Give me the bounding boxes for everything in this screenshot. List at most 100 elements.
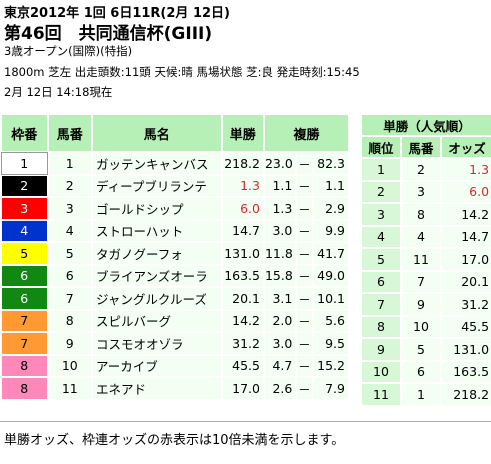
win-odds-cell: 14.2 <box>222 310 263 331</box>
place-odds-low-cell: 3.0 <box>264 220 296 241</box>
rank-cell: 2 <box>362 181 400 202</box>
odds-timestamp: 2月 12日 14:18現在 <box>4 85 113 99</box>
win-odds-cell: 20.1 <box>222 288 263 309</box>
odds-table-header: 枠番 馬番 馬名 単勝 複勝 <box>2 115 348 151</box>
place-odds-separator: － <box>297 243 312 264</box>
table-row: 8 11 エネアド 17.0 2.6 － 7.9 <box>2 378 348 399</box>
umaban-cell: 3 <box>48 198 92 219</box>
header-rank: 順位 <box>362 137 400 157</box>
place-odds-low-cell: 15.8 <box>264 265 296 286</box>
rank-umaban-cell: 9 <box>402 294 440 315</box>
rank-cell: 4 <box>362 226 400 247</box>
table-row: 2 2 ディープブリランテ 1.3 1.1 － 1.1 <box>2 175 348 196</box>
umaban-cell: 5 <box>48 243 92 264</box>
footer-divider <box>0 421 491 422</box>
place-odds-high-cell: 7.9 <box>313 378 348 399</box>
table-row: 3 3 ゴールドシップ 6.0 1.3 － 2.9 <box>2 198 348 219</box>
rank-umaban-cell: 10 <box>402 316 440 337</box>
place-odds-separator: － <box>297 153 312 174</box>
venue-date-line: 東京2012年 1回 6日11R(2月 12日) <box>4 6 230 21</box>
waku-cell: 3 <box>2 198 47 219</box>
place-odds-high-cell: 82.3 <box>313 153 348 174</box>
place-odds-high-cell: 15.2 <box>313 355 348 376</box>
win-odds-cell: 6.0 <box>222 198 263 219</box>
place-odds-separator: － <box>297 265 312 286</box>
place-odds-low-cell: 3.1 <box>264 288 296 309</box>
odds-table: 枠番 馬番 馬名 単勝 複勝 1 1 ガッテンキャンバス 218.2 23.0 － 82.3… <box>0 113 350 401</box>
rank-cell: 5 <box>362 249 400 270</box>
popularity-row: 7 9 31.2 <box>362 294 491 315</box>
rank-odds-cell: 14.7 <box>442 226 491 247</box>
win-odds-cell: 218.2 <box>222 153 263 174</box>
waku-cell: 5 <box>2 243 47 264</box>
horse-name-cell: タガノグーフォ <box>93 243 221 264</box>
popularity-row: 1 2 1.3 <box>362 159 491 180</box>
umaban-cell: 11 <box>48 378 92 399</box>
popularity-row: 9 5 131.0 <box>362 339 491 360</box>
popularity-table: 単勝（人気順） 順位 馬番 オッズ 1 2 1.3 2 3 6.0 3 8 14.2 4 4 14.7… <box>360 113 491 407</box>
popularity-row: 8 10 45.5 <box>362 316 491 337</box>
place-odds-low-cell: 2.6 <box>264 378 296 399</box>
horse-name-cell: スピルバーグ <box>93 310 221 331</box>
horse-name-cell: エネアド <box>93 378 221 399</box>
table-row: 6 7 ジャングルクルーズ 20.1 3.1 － 10.1 <box>2 288 348 309</box>
header-win: 単勝 <box>222 115 263 151</box>
rank-odds-cell: 14.2 <box>442 204 491 225</box>
place-odds-separator: － <box>297 378 312 399</box>
rank-umaban-cell: 8 <box>402 204 440 225</box>
place-odds-high-cell: 41.7 <box>313 243 348 264</box>
race-title: 第46回 共同通信杯(GIII) <box>4 24 213 44</box>
place-odds-separator: － <box>297 198 312 219</box>
table-row: 4 4 ストローハット 14.7 3.0 － 9.9 <box>2 220 348 241</box>
popularity-row: 10 6 163.5 <box>362 361 491 382</box>
rank-odds-cell: 6.0 <box>442 181 491 202</box>
place-odds-high-cell: 1.1 <box>313 175 348 196</box>
horse-name-cell: ジャングルクルーズ <box>93 288 221 309</box>
place-odds-separator: － <box>297 220 312 241</box>
rank-odds-cell: 1.3 <box>442 159 491 180</box>
place-odds-separator: － <box>297 310 312 331</box>
win-odds-cell: 1.3 <box>222 175 263 196</box>
table-row: 7 9 コスモオオゾラ 31.2 3.0 － 9.5 <box>2 333 348 354</box>
rank-umaban-cell: 6 <box>402 361 440 382</box>
header-odds: オッズ <box>442 137 491 157</box>
umaban-cell: 6 <box>48 265 92 286</box>
win-odds-cell: 163.5 <box>222 265 263 286</box>
rank-odds-cell: 131.0 <box>442 339 491 360</box>
umaban-cell: 2 <box>48 175 92 196</box>
umaban-cell: 9 <box>48 333 92 354</box>
rank-cell: 6 <box>362 271 400 292</box>
race-conditions: 3歳オープン(国際)(特指) <box>4 44 133 58</box>
rank-cell: 8 <box>362 316 400 337</box>
rank-odds-cell: 17.0 <box>442 249 491 270</box>
place-odds-high-cell: 5.6 <box>313 310 348 331</box>
place-odds-low-cell: 1.1 <box>264 175 296 196</box>
table-row: 7 8 スピルバーグ 14.2 2.0 － 5.6 <box>2 310 348 331</box>
win-odds-cell: 131.0 <box>222 243 263 264</box>
waku-cell: 1 <box>1 152 48 175</box>
rank-cell: 11 <box>362 384 400 405</box>
popularity-row: 6 7 20.1 <box>362 271 491 292</box>
rank-odds-cell: 45.5 <box>442 316 491 337</box>
rank-cell: 7 <box>362 294 400 315</box>
rank-cell: 9 <box>362 339 400 360</box>
umaban-cell: 7 <box>48 288 92 309</box>
popularity-title: 単勝（人気順） <box>362 115 491 135</box>
rank-umaban-cell: 3 <box>402 181 440 202</box>
place-odds-high-cell: 49.0 <box>313 265 348 286</box>
rank-umaban-cell: 2 <box>402 159 440 180</box>
popularity-row: 4 4 14.7 <box>362 226 491 247</box>
rank-cell: 1 <box>362 159 400 180</box>
place-odds-high-cell: 9.9 <box>313 220 348 241</box>
win-odds-cell: 17.0 <box>222 378 263 399</box>
race-details: 1800m 芝左 出走頭数:11頭 天候:晴 馬場状態 芝:良 発走時刻:15:… <box>4 65 360 79</box>
popularity-title-row: 単勝（人気順） <box>362 115 491 135</box>
place-odds-high-cell: 2.9 <box>313 198 348 219</box>
place-odds-separator: － <box>297 175 312 196</box>
waku-cell: 7 <box>2 333 47 354</box>
place-odds-low-cell: 2.0 <box>264 310 296 331</box>
waku-cell: 6 <box>2 265 47 286</box>
rank-umaban-cell: 11 <box>402 249 440 270</box>
horse-name-cell: コスモオオゾラ <box>93 333 221 354</box>
waku-cell: 8 <box>2 355 47 376</box>
